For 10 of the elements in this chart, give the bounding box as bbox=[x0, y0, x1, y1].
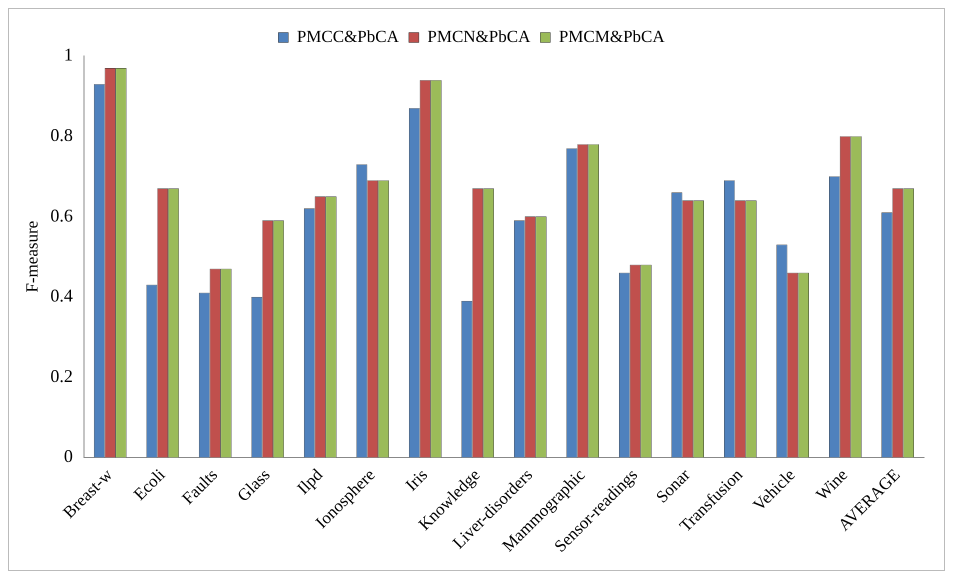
y-tick-label: 0.4 bbox=[50, 286, 73, 306]
legend-label: PMCC&PbCA bbox=[296, 26, 400, 46]
legend-label: PMCM&PbCA bbox=[558, 26, 666, 46]
y-tick-label: 0.2 bbox=[50, 366, 73, 386]
y-tick-label: 1 bbox=[64, 44, 73, 65]
y-tick-label: 0.6 bbox=[50, 205, 73, 226]
y-tick-label: 0 bbox=[64, 446, 73, 466]
y-tick-label: 0.8 bbox=[50, 125, 73, 146]
legend-label: PMCN&PbCA bbox=[427, 26, 532, 46]
y-axis-title: F-measure bbox=[22, 220, 42, 293]
